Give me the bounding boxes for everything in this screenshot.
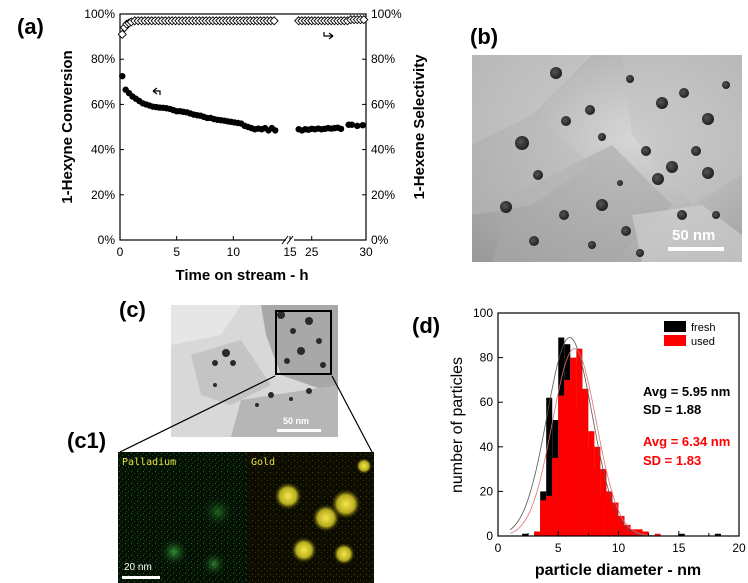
selectivity-point xyxy=(269,16,279,26)
chart-d-y-tick-label: 100 xyxy=(473,306,493,320)
histogram-bar-used xyxy=(546,495,553,536)
scale-label-b: 50 nm xyxy=(672,227,716,244)
histogram-bar-used xyxy=(558,395,565,536)
histogram-bar-used xyxy=(606,491,613,536)
chart-a-right-y-tick-label: 20% xyxy=(371,188,395,202)
map-label-gold: Gold xyxy=(251,457,276,468)
histogram-bar-used xyxy=(624,524,631,536)
chart-a-left-y-tick-label: 20% xyxy=(91,188,115,202)
panel-label-b: (b) xyxy=(470,24,499,49)
chart-a-conversion-selectivity: 0 5 10 15 25 300% 0%20% 20%40% 40%60% 60%80% 80%10… xyxy=(59,7,428,284)
chart-a-right-y-axis-label: 1-Hexene Selectivity xyxy=(411,54,428,200)
chart-d-x-tick-label: 0 xyxy=(495,541,502,555)
histogram-bar-used xyxy=(534,531,541,536)
chart-d-x-tick-label: 10 xyxy=(612,541,626,555)
chart-a-right-y-tick-label: 40% xyxy=(371,143,395,157)
chart-a-left-y-tick-label: 100% xyxy=(84,7,115,21)
chart-d-x-axis-label: particle diameter - nm xyxy=(535,562,701,579)
histogram-bar-used xyxy=(612,502,619,536)
left-axis-arrow-icon xyxy=(152,87,161,95)
annotation-sd-fresh: SD = 1.88 xyxy=(643,402,701,417)
conversion-point xyxy=(119,72,126,80)
chart-d-legend: fresh used xyxy=(664,321,715,348)
chart-a-left-y-tick-label: 0% xyxy=(98,233,116,247)
selectivity-point xyxy=(117,29,127,39)
legend-label-used: used xyxy=(691,336,715,348)
chart-a-right-y-tick-label: 80% xyxy=(371,52,395,66)
histogram-bar-used xyxy=(594,446,601,536)
histogram-bar-used xyxy=(600,469,607,536)
histogram-bar-fresh xyxy=(522,533,529,536)
legend-label-fresh: fresh xyxy=(691,322,715,334)
conversion-point xyxy=(337,125,345,133)
chart-d-x-tick-label: 20 xyxy=(732,541,746,555)
chart-d-y-tick-label: 40 xyxy=(480,440,494,454)
panel-label-d: (d) xyxy=(412,313,441,338)
legend-swatch-used xyxy=(664,335,686,346)
scale-bar-c xyxy=(277,429,321,432)
chart-a-x-tick-label: 25 xyxy=(305,245,319,259)
histogram-bar-used xyxy=(564,379,571,536)
chart-d-y-tick-label: 80 xyxy=(480,351,494,365)
histogram-bar-fresh xyxy=(546,397,553,536)
chart-a-x-tick-label: 0 xyxy=(117,245,124,259)
histogram-bar-used xyxy=(540,500,547,536)
histogram-bar-used xyxy=(618,515,625,536)
map-label-palladium: Palladium xyxy=(122,457,177,468)
histogram-bar-fresh xyxy=(714,533,721,536)
chart-a-x-axis-label: Time on stream - h xyxy=(175,267,308,284)
chart-d-x-tick-label: 15 xyxy=(672,541,686,555)
histogram-bar-fresh xyxy=(678,533,685,536)
legend-swatch-fresh xyxy=(664,321,686,332)
chart-d-x-tick-label: 5 xyxy=(555,541,562,555)
chart-a-left-y-tick-label: 80% xyxy=(91,52,115,66)
chart-d-y-tick-label: 20 xyxy=(480,484,494,498)
zoom-region-box xyxy=(275,310,332,375)
conversion-point xyxy=(348,121,356,128)
histogram-bar-used xyxy=(636,529,643,536)
chart-d-y-tick-label: 0 xyxy=(486,529,493,543)
elemental-map-c1: Palladium Gold 20 nm xyxy=(118,452,374,583)
histogram-bar-used xyxy=(552,457,559,536)
chart-a-frame xyxy=(119,13,367,241)
histogram-bar-used xyxy=(654,533,661,536)
scale-bar-c1 xyxy=(122,576,160,579)
histogram-bar-used xyxy=(588,431,595,536)
scale-bar-b xyxy=(668,247,724,251)
chart-a-left-y-tick-label: 40% xyxy=(91,143,115,157)
chart-a-right-y-tick-label: 60% xyxy=(371,97,395,111)
chart-a-left-y-tick-label: 60% xyxy=(91,97,115,111)
histogram-bar-used xyxy=(576,348,583,536)
panel-label-c1: (c1) xyxy=(67,428,107,453)
chart-a-x-tick-label: 10 xyxy=(227,245,241,259)
scale-label-c1: 20 nm xyxy=(124,562,152,573)
chart-a-x-tick-label: 15 xyxy=(283,245,297,259)
chart-d-y-tick-label: 60 xyxy=(480,395,494,409)
conversion-point xyxy=(272,127,279,134)
chart-a-x-tick-label: 5 xyxy=(173,245,180,259)
histogram-bar-used xyxy=(582,388,589,536)
annotation-avg-used: Avg = 6.34 nm xyxy=(643,434,730,449)
scale-label-c: 50 nm xyxy=(283,416,310,426)
panel-label-a: (a) xyxy=(17,14,44,39)
annotation-sd-used: SD = 1.83 xyxy=(643,453,701,468)
histogram-bar-used xyxy=(570,357,577,536)
selectivity-point xyxy=(359,15,369,25)
right-axis-arrow-icon xyxy=(323,32,334,40)
chart-a-right-y-tick-label: 0% xyxy=(371,233,389,247)
chart-d-y-axis-label: number of particles xyxy=(449,357,466,493)
chart-a-x-tick-label: 30 xyxy=(359,245,373,259)
conversion-point xyxy=(359,121,366,129)
tem-image-b: 50 nm xyxy=(472,55,742,262)
panel-label-c: (c) xyxy=(119,297,146,322)
chart-a-left-y-axis-label: 1-Hexyne Conversion xyxy=(59,50,76,203)
conversion-point xyxy=(354,122,361,130)
annotation-avg-fresh: Avg = 5.95 nm xyxy=(643,384,730,399)
tem-image-c: 50 nm xyxy=(171,305,338,437)
axis-break-mark xyxy=(281,235,289,245)
histogram-bar-used xyxy=(642,531,649,536)
chart-a-right-y-tick-label: 100% xyxy=(371,7,402,21)
